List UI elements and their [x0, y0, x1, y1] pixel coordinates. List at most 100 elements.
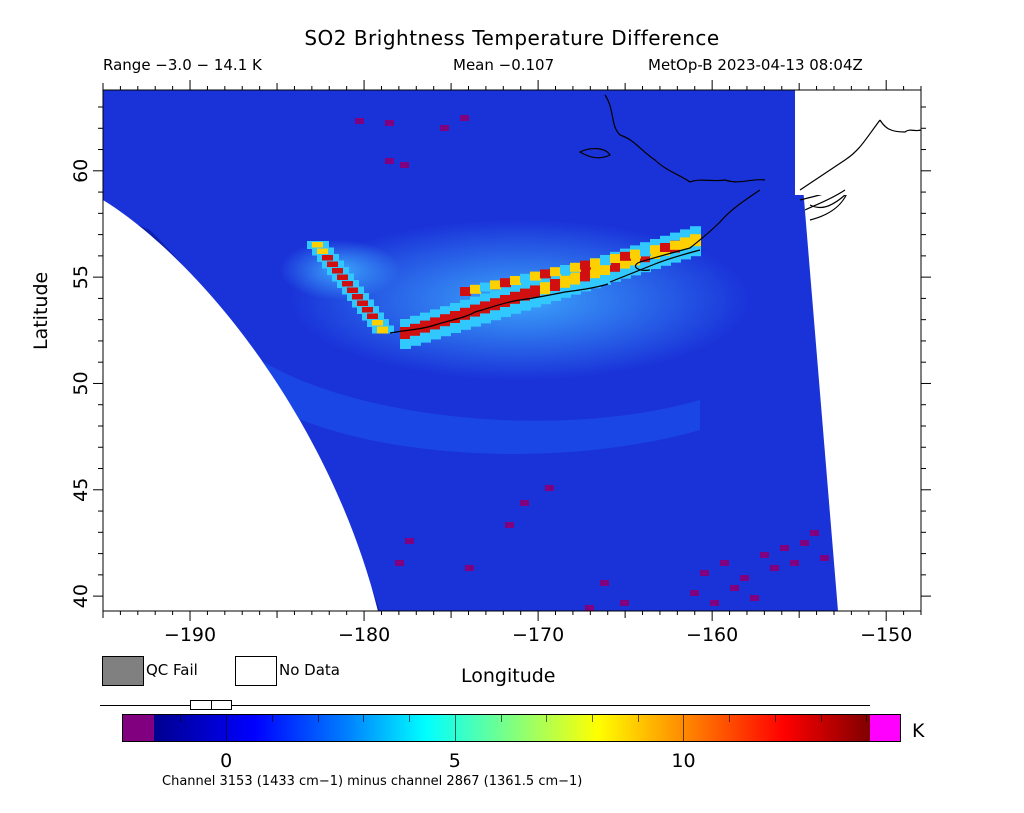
qc-fail-pixel [720, 560, 729, 566]
plume-pixel [550, 267, 561, 277]
plume-pixel [480, 282, 491, 292]
plume-pixel [570, 272, 581, 285]
qc-fail-pixel [710, 600, 719, 606]
plume-pixel [400, 327, 411, 339]
qc-fail-pixel [820, 555, 829, 561]
colorbar-tick-mark [546, 714, 548, 722]
colorbar-tick-mark [271, 714, 273, 722]
plume-pixel [327, 261, 338, 269]
plume-pixel [630, 249, 641, 259]
qc-fail-pixel [740, 575, 749, 581]
plume-pixel [322, 255, 333, 262]
qc-fail-pixel [810, 530, 819, 536]
plume-pixel [590, 266, 601, 279]
qc-fail-pixel [690, 590, 699, 596]
plume-pixel [510, 276, 521, 285]
plume-pixel [440, 314, 451, 327]
colorbar-range-handle[interactable] [190, 700, 232, 710]
qc-fail-pixel [385, 120, 394, 126]
plume-pixel [670, 240, 681, 250]
colorbar-tick-mark [500, 714, 502, 722]
swath-band [260, 360, 700, 454]
range-text: Range −3.0 − 14.1 K [103, 56, 262, 74]
colorbar-tick-label: 5 [448, 750, 461, 772]
plume-pixel [550, 279, 561, 291]
plume-pixel [610, 259, 621, 272]
colorbar-unit: K [912, 720, 925, 742]
plume-pixel [500, 295, 511, 307]
qc-fail-pixel [585, 605, 594, 611]
plume-pixel [610, 254, 621, 263]
qc-fail-pixel [520, 500, 529, 506]
qc-fail-pixel [790, 560, 799, 566]
x-tick-label: −150 [860, 624, 912, 646]
qc-fail-pixel [440, 125, 449, 131]
qc-fail-pixel [545, 485, 554, 491]
plume-pixel [377, 326, 388, 334]
colorbar-tick-mark [363, 714, 365, 722]
qc-fail-swatch [102, 656, 144, 686]
plume-pixel [560, 275, 571, 288]
plume-pixel [312, 242, 323, 249]
plume-pixel [580, 269, 591, 282]
colorbar-tick-label: 0 [220, 750, 233, 772]
plume-pixel [590, 258, 601, 268]
colorbar-tick-label: 10 [671, 750, 696, 772]
plume-pixel [600, 256, 611, 266]
plume-pixel [580, 260, 591, 270]
plume-pixel [480, 301, 491, 314]
colorbar-tick-mark [592, 714, 594, 722]
qc-fail-pixel [395, 560, 404, 566]
coastline-overlay [799, 119, 922, 211]
plume-pixel [420, 320, 431, 333]
plume-pixel [490, 298, 501, 311]
plume-pixel [520, 273, 531, 283]
plume-pixel [450, 311, 461, 323]
colorbar-tick-mark [317, 714, 319, 722]
no-data-label: No Data [279, 661, 340, 679]
plume-pixel [560, 265, 571, 274]
qc-fail-pixel [600, 580, 609, 586]
x-tick-label: −180 [338, 624, 390, 646]
plume-pixel [600, 263, 611, 275]
qc-fail-pixel [780, 545, 789, 551]
no-data-swatch [235, 656, 277, 686]
qc-fail-pixel [750, 595, 759, 601]
y-tick-label: 45 [70, 478, 92, 502]
plume-pixel [460, 307, 471, 320]
qc-fail-pixel [800, 540, 809, 546]
qc-fail-pixel [760, 552, 769, 558]
chart-title: SO2 Brightness Temperature Difference [304, 26, 720, 50]
qc-fail-pixel [400, 162, 409, 168]
plume-pixel [342, 281, 353, 288]
map-plot: −190 −180 −170 −160 −150 40 45 50 55 60 [70, 80, 931, 646]
y-axis: 40 45 50 55 60 [70, 106, 931, 608]
qc-fail-pixel [730, 585, 739, 591]
plume-pixel [530, 285, 541, 298]
plot-frame [102, 89, 922, 612]
satellite-time-text: MetOp-B 2023-04-13 08:04Z [648, 56, 863, 74]
plume-pixel [490, 280, 501, 290]
colorbar-tick-mark [820, 714, 822, 722]
colorbar-tick-mark [637, 714, 639, 722]
x-tick-label: −190 [164, 624, 216, 646]
plume-pixel [337, 274, 348, 282]
plume-pixel [620, 251, 631, 261]
plume-pixel [362, 307, 373, 314]
qc-fail-pixel [620, 600, 629, 606]
plume-pixel [520, 288, 531, 301]
y-tick-label: 50 [70, 371, 92, 395]
colorbar-over-swatch [870, 715, 900, 741]
plume-pixel [372, 320, 383, 327]
plume-pixel [470, 284, 481, 294]
plume-pixel [500, 278, 511, 288]
no-data-region-ne [795, 90, 921, 195]
channel-footnote: Channel 3153 (1433 cm−1) minus channel 2… [162, 774, 583, 789]
x-tick-label: −170 [512, 624, 564, 646]
y-axis-label: Latitude [30, 271, 52, 350]
qc-fail-pixel [505, 522, 514, 528]
plume-pixel [640, 247, 651, 257]
plume-pixel [357, 300, 368, 308]
qc-fail-pixel [465, 565, 474, 571]
colorbar-range-track [100, 705, 870, 706]
